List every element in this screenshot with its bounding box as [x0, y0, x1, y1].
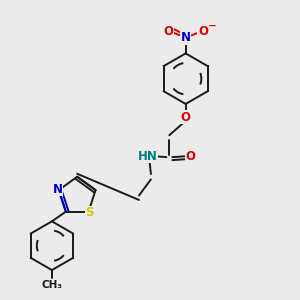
Text: O: O [164, 25, 173, 38]
Text: O: O [198, 25, 208, 38]
Text: S: S [85, 206, 94, 219]
Text: CH₃: CH₃ [41, 280, 62, 290]
Text: O: O [181, 111, 191, 124]
Text: N: N [181, 32, 191, 44]
Text: N: N [52, 183, 63, 196]
Text: −: − [207, 21, 216, 31]
Text: O: O [186, 150, 196, 163]
Text: HN: HN [138, 150, 158, 163]
